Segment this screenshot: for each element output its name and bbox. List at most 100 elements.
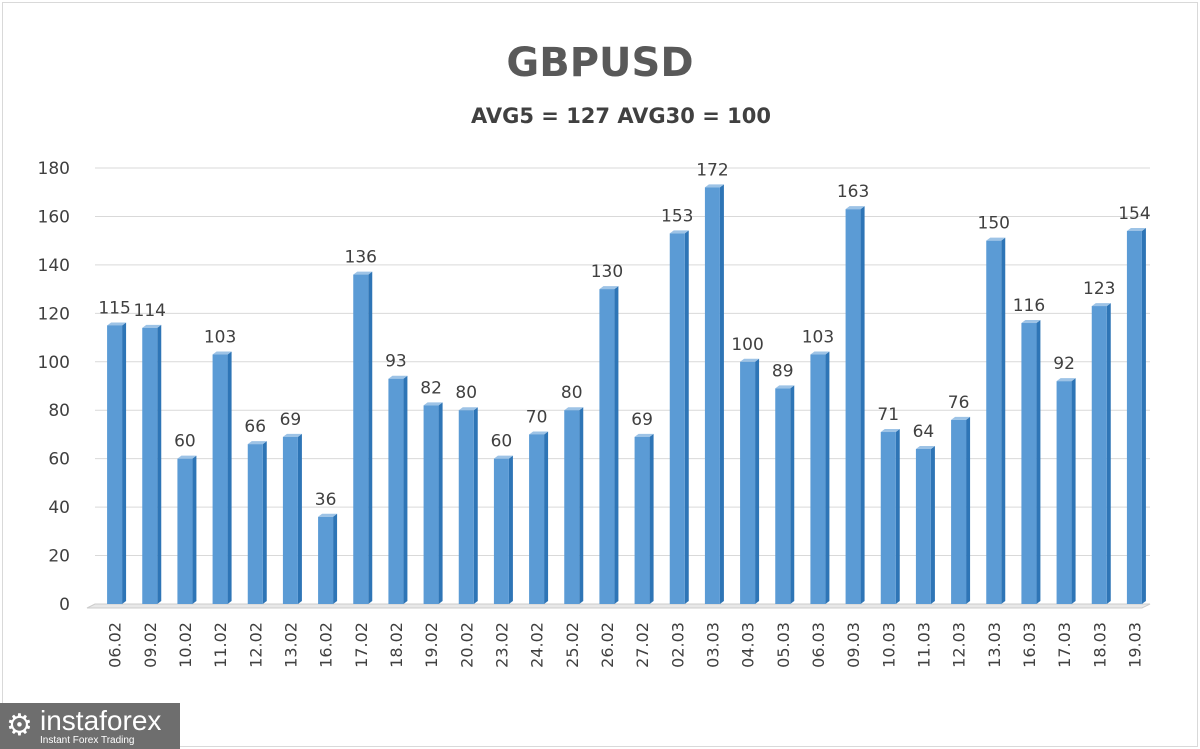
y-tick-label: 180: [38, 159, 70, 179]
bar-top: [1091, 303, 1111, 307]
x-tick-label: 20.02: [457, 622, 476, 668]
x-tick-label: 27.02: [633, 622, 652, 668]
logo-tagline: Instant Forex Trading: [40, 735, 135, 746]
x-tick-label: 16.03: [1020, 622, 1039, 668]
bar: [564, 410, 580, 604]
bar: [704, 187, 720, 604]
y-tick-label: 20: [48, 547, 70, 567]
data-label: 80: [455, 383, 477, 403]
x-tick-label: 23.02: [492, 622, 511, 668]
bar: [388, 378, 404, 604]
x-tick-label: 24.02: [528, 622, 547, 668]
data-label: 154: [1118, 204, 1150, 224]
bar-side: [930, 445, 935, 604]
bar: [915, 448, 931, 604]
data-label: 69: [631, 410, 653, 430]
bar-top: [1056, 378, 1076, 382]
y-tick-label: 140: [38, 256, 70, 276]
bar-side: [895, 429, 900, 604]
chart-floor: [86, 603, 1151, 609]
x-tick-label: 18.02: [387, 622, 406, 668]
bar: [810, 354, 826, 604]
bar-side: [790, 385, 795, 604]
bar-top: [669, 230, 689, 234]
bar-side: [297, 433, 302, 604]
data-label: 103: [802, 328, 834, 348]
bar-side: [368, 271, 373, 604]
data-label: 66: [244, 417, 266, 437]
bar-top: [845, 206, 865, 210]
bar-side: [157, 324, 162, 604]
logo-name: instaforex: [40, 705, 162, 736]
bar: [1091, 306, 1107, 604]
x-tick-label: 04.03: [739, 622, 758, 668]
bar: [1126, 230, 1142, 604]
bar-top: [564, 407, 584, 411]
x-tick-label: 19.03: [1125, 622, 1144, 668]
bar-top: [282, 433, 302, 437]
bar-side: [1036, 320, 1041, 604]
chart-title: GBPUSD: [506, 40, 694, 86]
bar-top: [704, 184, 724, 188]
bar-side: [614, 286, 619, 604]
bar-side: [473, 407, 478, 604]
data-label: 80: [561, 383, 583, 403]
data-label: 150: [978, 214, 1010, 234]
instaforex-logo: ⚙ instaforex Instant Forex Trading: [0, 703, 180, 749]
x-tick-label: 06.03: [809, 622, 828, 668]
bar-side: [403, 375, 408, 604]
data-label: 103: [204, 328, 236, 348]
data-label: 172: [696, 160, 728, 180]
x-tick-label: 17.03: [1055, 622, 1074, 668]
data-label: 114: [134, 301, 166, 321]
bar-side: [508, 455, 513, 604]
bar-side: [192, 455, 197, 604]
data-label: 130: [591, 262, 623, 282]
data-label: 116: [1013, 296, 1045, 316]
data-label: 60: [174, 432, 196, 452]
bar-top: [986, 237, 1006, 241]
bar-side: [1106, 303, 1111, 604]
bar: [740, 361, 756, 604]
x-tick-label: 26.02: [598, 622, 617, 668]
data-label: 60: [491, 432, 513, 452]
bar-top: [423, 402, 443, 406]
data-label: 70: [526, 407, 548, 427]
bar: [669, 233, 685, 604]
x-tick-label: 12.03: [950, 622, 969, 668]
bar: [212, 354, 228, 604]
x-tick-label: 16.02: [317, 622, 336, 668]
data-label: 64: [913, 422, 935, 442]
bar: [599, 289, 615, 604]
bar-top: [599, 286, 619, 290]
x-tick-label: 02.03: [668, 622, 687, 668]
bar-side: [684, 230, 689, 604]
gear-logo-icon: ⚙: [6, 709, 33, 742]
data-label: 82: [420, 378, 442, 398]
bar: [986, 240, 1002, 604]
bar-top: [1021, 320, 1041, 324]
data-label: 92: [1053, 354, 1075, 374]
x-tick-label: 09.02: [141, 622, 160, 668]
bar-side: [262, 441, 267, 604]
bar-side: [719, 184, 724, 604]
bar-top: [177, 455, 197, 459]
data-label: 136: [345, 248, 377, 268]
x-tick-label: 10.03: [879, 622, 898, 668]
bar: [282, 436, 298, 604]
bar: [951, 419, 967, 604]
bar-side: [649, 433, 654, 604]
y-tick-label: 160: [38, 207, 70, 227]
x-tick-label: 06.02: [106, 622, 125, 668]
bar-top: [388, 375, 408, 379]
bar-side: [438, 402, 443, 604]
bar-top: [810, 351, 830, 355]
bar: [247, 444, 263, 604]
bar: [845, 209, 861, 604]
bar-top: [880, 429, 900, 433]
x-tick-label: 13.02: [281, 622, 300, 668]
x-tick-label: 18.03: [1090, 622, 1109, 668]
x-tick-label: 11.02: [211, 622, 230, 668]
bar-side: [333, 513, 338, 604]
